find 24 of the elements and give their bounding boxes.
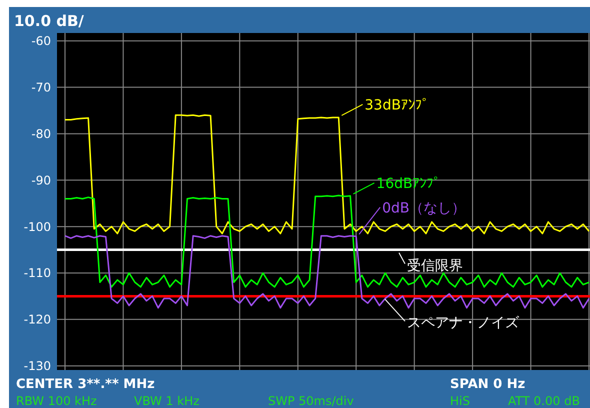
text: RBW 100 kHz — [16, 394, 97, 408]
y-tick-label: -80 — [31, 126, 51, 141]
text: SWP 50ms/div — [268, 394, 354, 408]
line-series — [64, 114, 590, 234]
y-tick-label: -130 — [24, 359, 51, 374]
y-tick-label: -90 — [31, 173, 51, 188]
y-tick-label: -120 — [24, 312, 51, 327]
line-series — [64, 194, 590, 288]
chart-title: 10.0 dB/ — [14, 12, 84, 30]
text: ATT 0.00 dB — [508, 394, 580, 408]
text: VBW 1 kHz — [134, 394, 200, 408]
legend-label: 33dBｱﾝﾌﾟ — [364, 97, 429, 114]
legend-label: 16dBｱﾝﾌﾟ — [376, 176, 441, 192]
y-tick-label: -100 — [24, 220, 51, 234]
y-tick-label: -110 — [24, 266, 51, 280]
y-tick-label: -60 — [31, 34, 51, 48]
y-tick-label: -70 — [31, 80, 51, 95]
line-series — [64, 235, 590, 309]
text: SPAN 0 Hz — [450, 377, 526, 392]
text: 0dB（なし） — [382, 200, 466, 216]
text: CENTER 3**.** MHz — [16, 377, 155, 392]
legend-label: 受信限界 — [407, 258, 463, 274]
ref-line-label: スペアナ・ノイズ — [407, 315, 520, 332]
text: HiS — [450, 394, 470, 408]
